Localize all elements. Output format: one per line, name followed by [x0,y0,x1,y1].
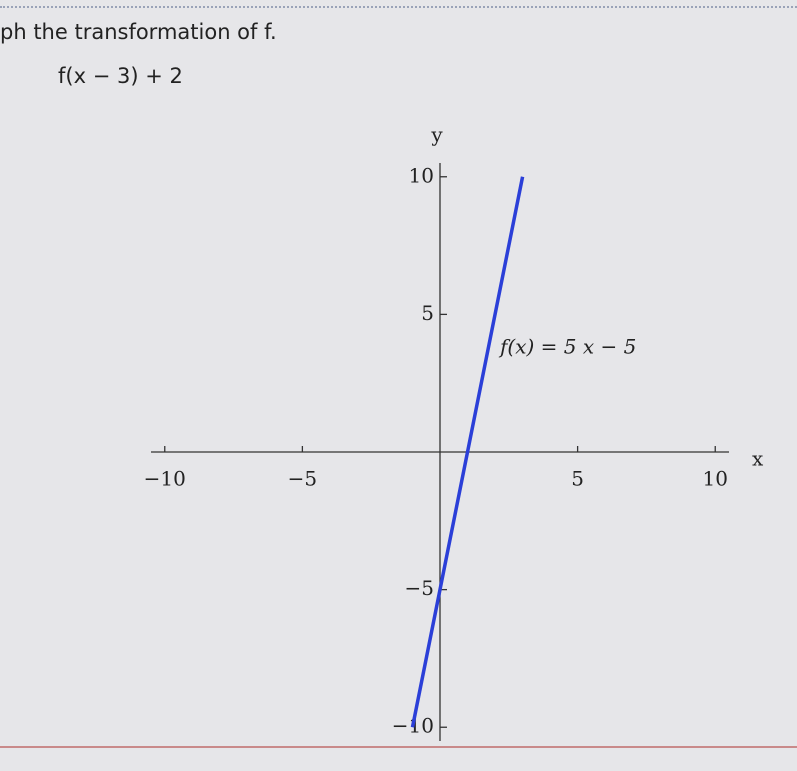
y-tick-label: 10 [409,163,434,187]
y-tick-label: 5 [421,301,434,325]
x-tick-label: −10 [144,467,186,491]
function-line [410,176,525,728]
separator [0,746,797,748]
x-tick-label: −5 [288,467,317,491]
y-tick-label: −5 [405,576,434,600]
prompt: ph the transformation of f. [0,20,277,44]
function-label: f(x) = 5 x − 5 [498,335,636,359]
separator [0,6,797,8]
x-tick-label: 5 [571,467,584,491]
expression: f(x − 3) + 2 [58,64,183,88]
y-axis-label: y [430,123,443,147]
x-axis-label: x [752,447,764,471]
x-tick-label: 10 [703,467,728,491]
